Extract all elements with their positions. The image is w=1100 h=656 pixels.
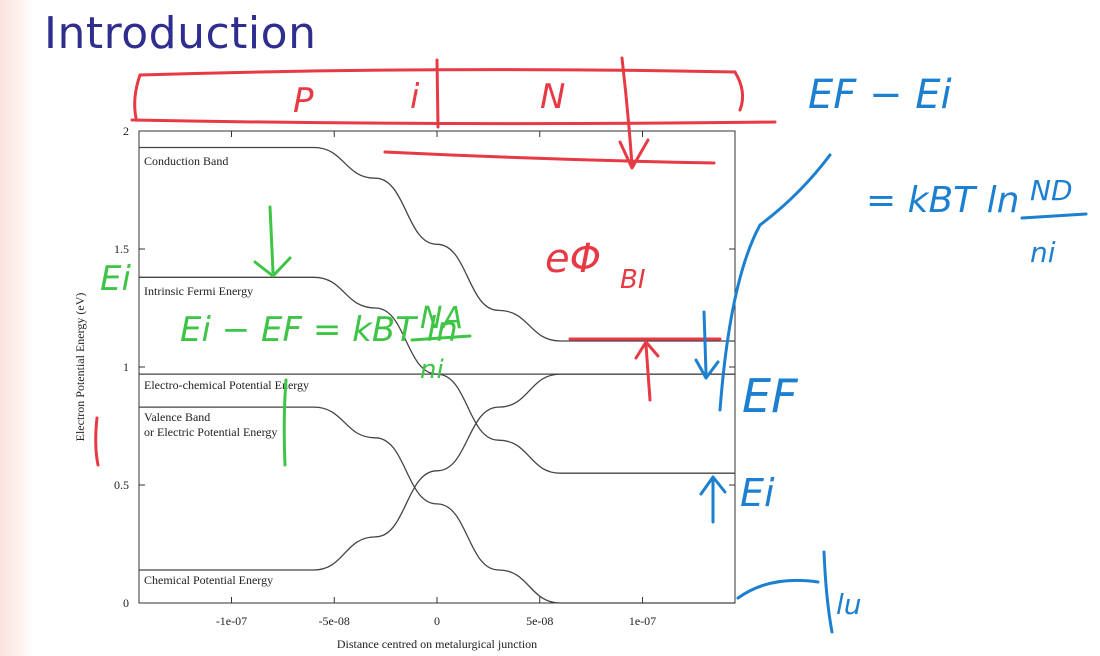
label-valence-band-line2: or Electric Potential Energy bbox=[144, 425, 277, 439]
y-tick-label: 0 bbox=[123, 596, 129, 610]
x-tick-label: -1e-07 bbox=[216, 614, 247, 628]
ef-minus-ei-label: EF − Ei bbox=[808, 72, 952, 118]
slide-left-accent bbox=[0, 0, 34, 656]
y-tick-label: 1 bbox=[123, 360, 129, 374]
blue-equation: = kBT ln bbox=[866, 180, 1019, 221]
region-label-n: N bbox=[540, 77, 565, 117]
u-mark-label: lu bbox=[836, 588, 862, 621]
x-axis-title: Distance centred on metalurgical junctio… bbox=[337, 637, 537, 651]
label-chemical-potential: Chemical Potential Energy bbox=[144, 573, 273, 587]
ei-arrow-head bbox=[699, 475, 727, 496]
blue-equation-denominator: ni bbox=[1030, 236, 1056, 269]
region-bar-right-end bbox=[733, 70, 745, 112]
blue-ink-annotations: EF − Ei = kBT ln ND ni EF Ei lu bbox=[694, 72, 1088, 634]
x-tick-label: 0 bbox=[434, 614, 440, 628]
intrinsic-arrow-shaft bbox=[268, 205, 275, 274]
built-in-arrow-head bbox=[634, 340, 660, 360]
label-electrochemical: Electro-chemical Potential Energy bbox=[144, 378, 309, 392]
blue-equation-numerator: ND bbox=[1030, 174, 1073, 207]
y-axis-title: Electron Potential Energy (eV) bbox=[73, 293, 87, 442]
green-equation: Ei − EF = kBT ln bbox=[180, 310, 458, 350]
series-group bbox=[139, 146, 735, 604]
label-conduction-band: Conduction Band bbox=[144, 154, 228, 168]
ef-right-label: EF bbox=[742, 369, 798, 423]
x-tick-label: 1e-07 bbox=[629, 614, 656, 628]
built-in-potential-label: eΦ bbox=[545, 236, 601, 282]
y-tick-label: 1.5 bbox=[114, 242, 129, 256]
ei-right-label: Ei bbox=[740, 471, 775, 515]
blue-fraction-bar bbox=[1020, 212, 1088, 220]
label-intrinsic-fermi: Intrinsic Fermi Energy bbox=[144, 284, 253, 298]
ef-arrow-head bbox=[694, 358, 720, 380]
slide-title: Introduction bbox=[44, 8, 317, 59]
depletion-underline bbox=[383, 150, 716, 165]
red-ink-annotations: P i N eΦ BI bbox=[94, 56, 777, 467]
x-tick-label: 5e-08 bbox=[526, 614, 553, 628]
y-tick-label: 0.5 bbox=[114, 478, 129, 492]
series-line-conduction-band bbox=[139, 146, 735, 342]
series-line-chemical-potential-energy bbox=[139, 373, 735, 571]
region-bar-left-end bbox=[133, 73, 142, 120]
region-label-p: P bbox=[293, 81, 314, 121]
built-in-arrow-shaft bbox=[644, 343, 652, 402]
x-tick-label: -5e-08 bbox=[319, 614, 350, 628]
n-side-arrow-head bbox=[618, 138, 650, 170]
green-fraction-bar bbox=[410, 334, 472, 342]
ei-left-label: Ei bbox=[100, 259, 131, 299]
series-line-valence-band-or-electric-potential-energy bbox=[139, 406, 735, 604]
junction-divider bbox=[435, 58, 440, 129]
region-bar-top bbox=[138, 68, 737, 77]
y-tick-label: 2 bbox=[123, 124, 129, 138]
built-in-potential-subscript: BI bbox=[620, 265, 646, 295]
green-equation-denominator: ni bbox=[420, 355, 444, 385]
u-mark-stroke bbox=[822, 550, 834, 634]
fermi-connector-curve bbox=[718, 153, 832, 412]
valence-mark bbox=[94, 416, 100, 467]
green-ink-annotations: Ei − EF = kBT ln NA ni Ei bbox=[100, 205, 472, 467]
n-side-arrow-shaft bbox=[620, 56, 634, 167]
ef-arrow-shaft bbox=[702, 310, 708, 375]
region-label-i: i bbox=[410, 77, 420, 117]
axis-ticks: -1e-07 -5e-08 0 5e-08 1e-07 0 0.5 1 1.5 2 bbox=[114, 124, 735, 628]
fermi-gap-stroke bbox=[282, 378, 288, 467]
green-equation-numerator: NA bbox=[420, 301, 463, 336]
chemical-hook-curve bbox=[736, 578, 820, 600]
intrinsic-arrow-head bbox=[253, 256, 292, 278]
region-bar-bottom bbox=[130, 118, 777, 126]
label-valence-band: Valence Band bbox=[144, 410, 210, 424]
